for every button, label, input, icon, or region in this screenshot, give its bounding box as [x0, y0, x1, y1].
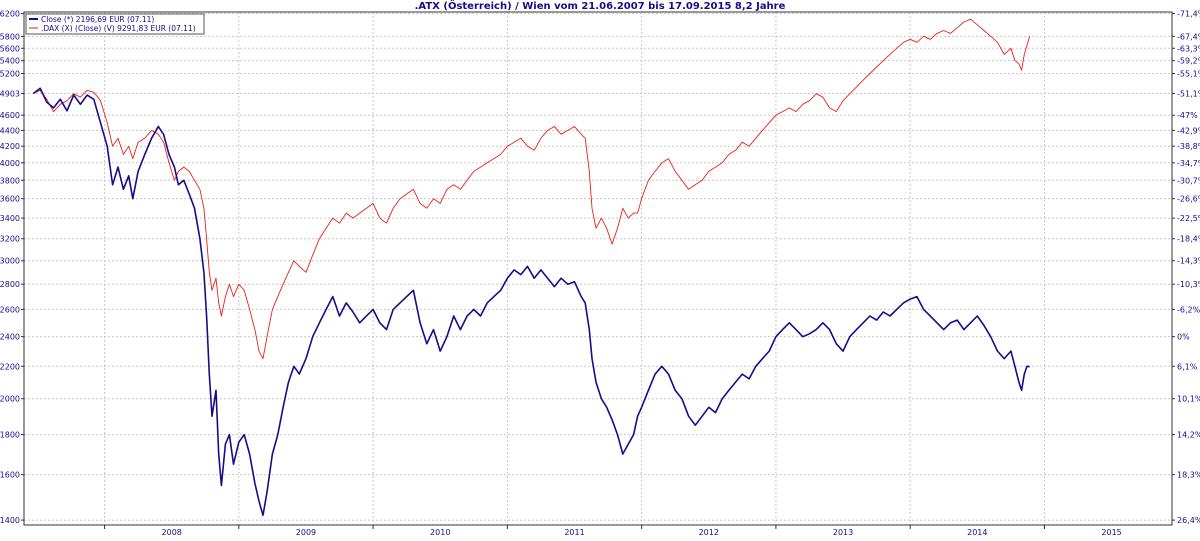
y-right-tick-label: 6,1% [1177, 362, 1198, 371]
y-axis-left: 1400 1600 1800 2000 2200 2400 2600 2800 3000 3200… [0, 10, 24, 525]
y-right-tick-label: -55,1% [1177, 70, 1200, 79]
y-left-tick-label: 5400 [0, 57, 20, 66]
y-left-tick-label: 5600 [0, 44, 20, 53]
x-tick-label: 2014 [967, 528, 987, 537]
y-left-tick-label: 3400 [0, 214, 20, 223]
y-right-tick-label: -22,5% [1177, 214, 1200, 223]
chart-title: .ATX (Österreich) / Wien vom 21.06.2007 … [415, 0, 786, 12]
y-right-tick-label: -26,6% [1177, 195, 1200, 204]
grid [24, 12, 1172, 525]
y-right-tick-label: -38,8% [1177, 142, 1200, 151]
legend-label-atx: Close (*) 2196,69 EUR (07.11) [41, 15, 154, 24]
y-right-tick-label: -67,4% [1177, 32, 1200, 41]
y-left-tick-label: 4200 [0, 142, 20, 151]
y-left-tick-label: 4600 [0, 111, 20, 120]
y-left-tick-label: 1800 [0, 431, 20, 440]
y-left-tick-label: 3800 [0, 176, 20, 185]
y-left-tick-label: 4400 [0, 126, 20, 135]
y-right-tick-label: -30,7% [1177, 176, 1200, 185]
y-right-tick-label: -6,2% [1177, 305, 1200, 314]
y-left-tick-label: 6200 [0, 10, 20, 19]
y-left-tick-label: 2000 [0, 395, 20, 404]
plot-frame [23, 11, 1173, 526]
x-tick-label: 2015 [1101, 528, 1121, 537]
y-left-tick-label: 5800 [0, 32, 20, 41]
x-tick-label: 2009 [296, 528, 316, 537]
y-right-tick-label: 18,3% [1177, 471, 1200, 480]
y-axis-right: 26,4% 18,3% 14,2% 10,1% 6,1% 0% -6,2% -10,3% -14… [1172, 10, 1200, 525]
y-right-tick-label: 14,2% [1177, 431, 1200, 440]
y-right-tick-label: 26,4% [1177, 516, 1200, 525]
legend-label-dax: .DAX (X) (Close) (V) 9291,83 EUR (07.11) [41, 24, 196, 33]
series-line-close-2196-69-eur-07-11 [32, 87, 1030, 517]
y-left-tick-label: 3200 [0, 235, 20, 244]
y-right-tick-label: -63,3% [1177, 44, 1200, 53]
x-tick-label: 2012 [699, 528, 719, 537]
y-right-tick-label: -71,4% [1177, 10, 1200, 19]
x-tick-label: 2011 [564, 528, 584, 537]
y-right-tick-label: -42,9% [1177, 126, 1200, 135]
y-left-tick-label: 2800 [0, 280, 20, 289]
y-left-tick-label: 3600 [0, 195, 20, 204]
y-left-tick-label: 4000 [0, 159, 20, 168]
series-line-dax-x-close-v-9291-83-eu [33, 18, 1031, 360]
y-left-tick-label: 1600 [0, 471, 20, 480]
y-right-tick-label: -34,7% [1177, 159, 1200, 168]
x-axis: 2008 2009 2010 2011 2012 2013 2014 2015 [104, 525, 1122, 537]
series-lines [32, 18, 1031, 517]
x-tick-label: 2010 [430, 528, 450, 537]
y-right-tick-label: 0% [1177, 333, 1190, 342]
legend-box [25, 13, 205, 35]
y-left-tick-label: 4903 [0, 90, 20, 99]
y-left-tick-label: 2200 [0, 362, 20, 371]
x-tick-label: 2008 [162, 528, 182, 537]
y-right-tick-label: -59,2% [1177, 57, 1200, 66]
y-left-tick-label: 3000 [0, 257, 20, 266]
y-left-tick-label: 2400 [0, 333, 20, 342]
y-left-tick-label: 2600 [0, 305, 20, 314]
legend: Close (*) 2196,69 EUR (07.11) .DAX (X) (… [25, 13, 205, 35]
y-right-tick-label: -51,1% [1177, 90, 1200, 99]
x-tick-label: 2013 [833, 528, 853, 537]
y-right-tick-label: -10,3% [1177, 280, 1200, 289]
y-right-tick-label: 10,1% [1177, 395, 1200, 404]
y-right-tick-label: -18,4% [1177, 235, 1200, 244]
y-left-tick-label: 5200 [0, 70, 20, 79]
y-right-tick-label: -47% [1177, 111, 1198, 120]
y-right-tick-label: -14,3% [1177, 257, 1200, 266]
y-left-tick-label: 1400 [0, 516, 20, 525]
